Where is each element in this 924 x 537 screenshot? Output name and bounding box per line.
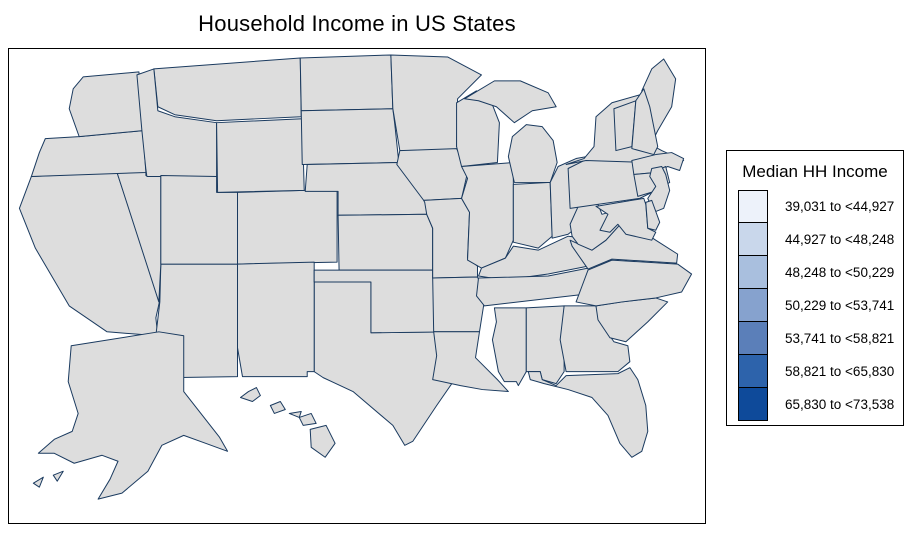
legend-item: 53,741 to <58,821 [738, 321, 903, 355]
state-de [645, 199, 661, 231]
legend-item: 39,031 to <44,927 [738, 190, 903, 223]
legend-class-label: 58,821 to <65,830 [785, 364, 895, 379]
state-la [432, 331, 509, 393]
chart-title: Household Income in US States [198, 11, 516, 36]
legend-class-label: 65,830 to <73,538 [785, 397, 895, 412]
state-nj [647, 166, 671, 213]
legend-item: 48,248 to <50,229 [738, 255, 903, 289]
state-sd [300, 108, 400, 166]
state-co [237, 188, 338, 265]
state-fl [527, 367, 649, 458]
state-or [30, 130, 147, 177]
state-nc [575, 259, 693, 307]
legend-item: 65,830 to <73,538 [738, 387, 903, 421]
legend-rows: 39,031 to <44,927 44,927 to <48,248 48,248… [738, 190, 903, 421]
state-ar [432, 276, 486, 333]
legend-class-label: 48,248 to <50,229 [785, 265, 895, 280]
state-ms [491, 307, 527, 387]
legend-class-label: 53,741 to <58,821 [785, 331, 895, 346]
state-nh [631, 88, 659, 156]
legend: Median HH Income 39,031 to <44,927 44,927… [726, 150, 904, 426]
legend-class-label: 50,229 to <53,741 [785, 298, 895, 313]
state-mi [464, 80, 558, 183]
state-ak [32, 331, 229, 500]
state-hi [239, 387, 336, 458]
legend-swatch [738, 222, 768, 256]
state-ks [337, 213, 434, 271]
legend-class-label: 39,031 to <44,927 [785, 199, 895, 214]
state-nd [299, 54, 394, 112]
us-choropleth-map [8, 48, 706, 524]
legend-item: 58,821 to <65,830 [738, 354, 903, 388]
legend-swatch [738, 387, 768, 421]
legend-title: Median HH Income [742, 162, 888, 181]
legend-swatch [738, 190, 768, 223]
state-mt [153, 57, 302, 122]
legend-swatch [738, 321, 768, 355]
legend-swatch [738, 255, 768, 289]
map-canvas [18, 54, 693, 500]
state-nm [237, 261, 315, 378]
legend-item: 50,229 to <53,741 [738, 288, 903, 322]
state-wy [216, 118, 305, 193]
legend-swatch [738, 288, 768, 322]
state-il [461, 162, 514, 269]
state-in [512, 181, 553, 249]
legend-class-label: 44,927 to <48,248 [785, 232, 895, 247]
state-wa [68, 71, 144, 138]
legend-swatch [738, 354, 768, 388]
legend-item: 44,927 to <48,248 [738, 222, 903, 256]
